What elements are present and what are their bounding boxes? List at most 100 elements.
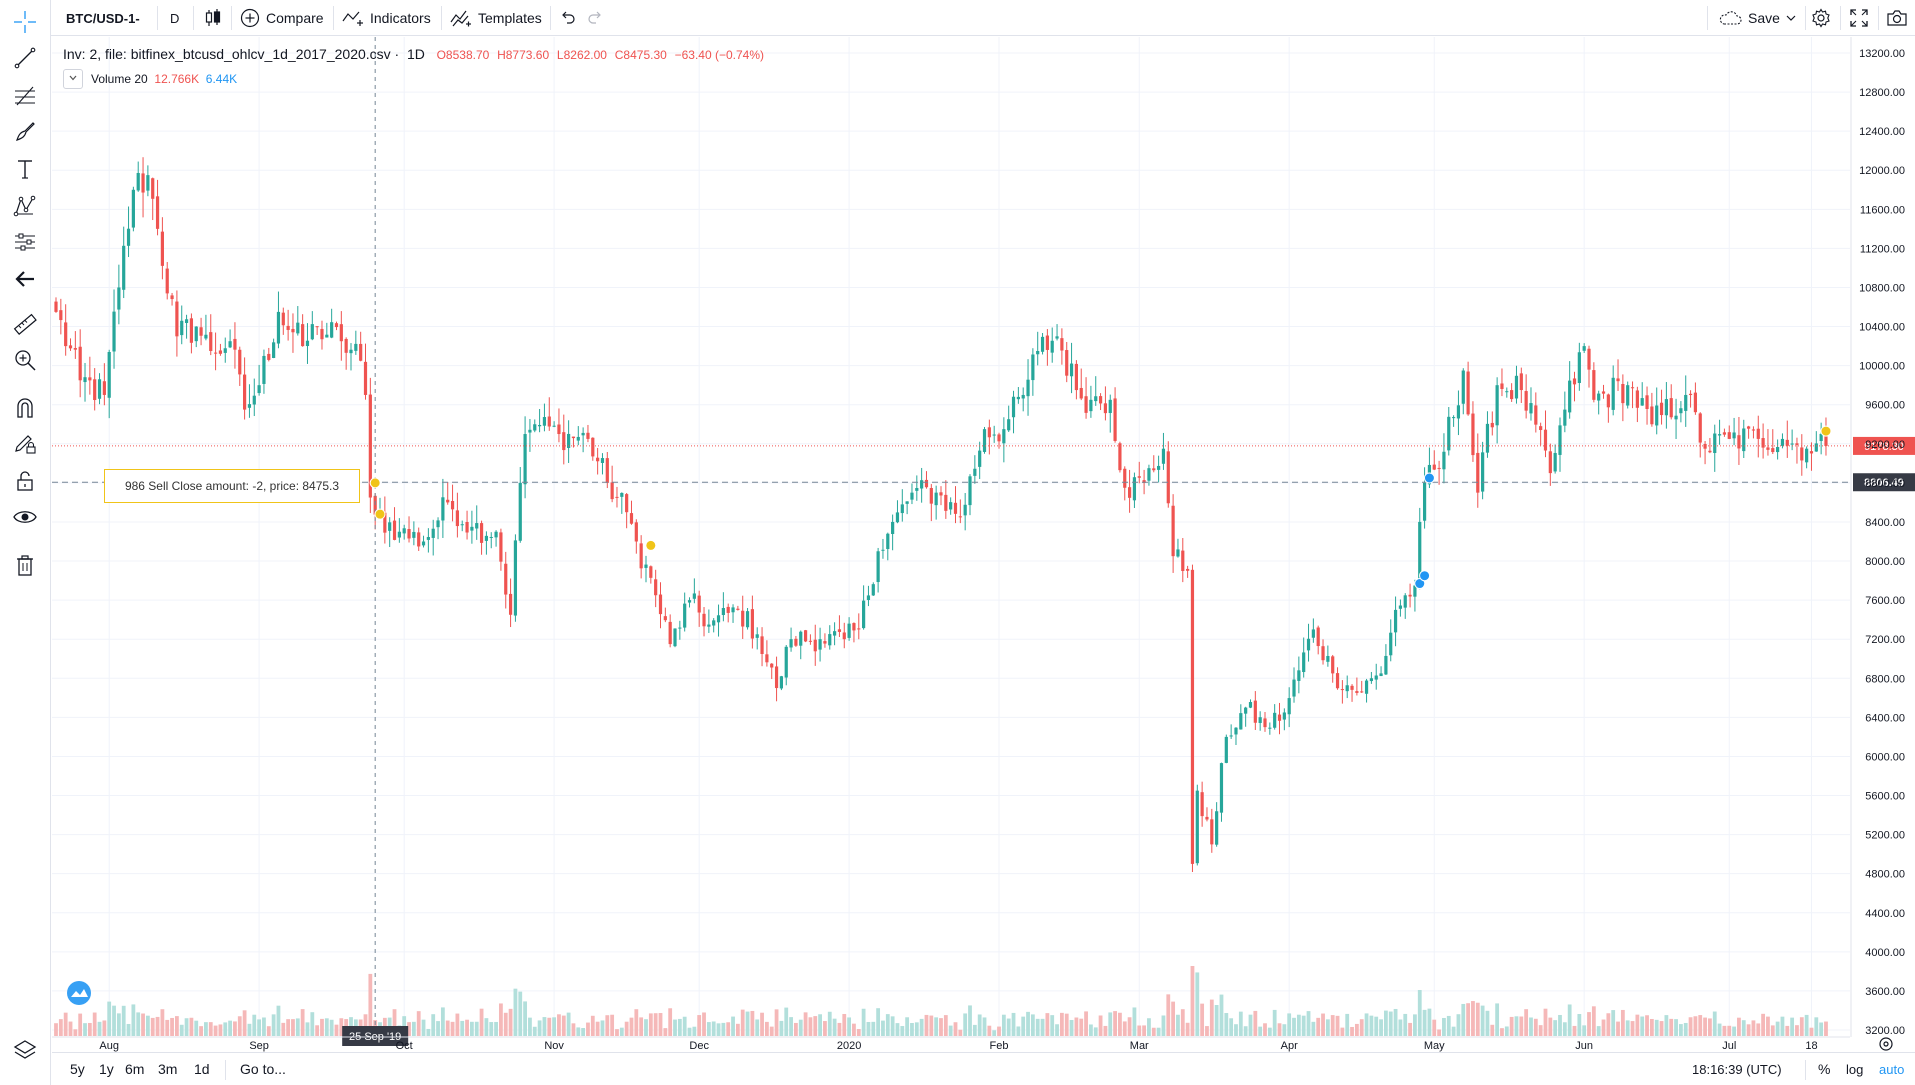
candle	[1722, 428, 1727, 437]
interval-button[interactable]: D	[170, 10, 180, 26]
remove-drawings-button[interactable]	[9, 552, 41, 580]
magnet-button[interactable]	[9, 394, 41, 422]
candle	[1181, 538, 1185, 583]
hide-drawings-button[interactable]	[9, 503, 41, 531]
templates-button[interactable]: Templates	[450, 0, 542, 36]
object-tree-button[interactable]	[9, 1036, 41, 1064]
range-1y-button[interactable]: 1y	[99, 1061, 114, 1077]
lock-drawings-button[interactable]	[9, 467, 41, 495]
chart-type-button[interactable]	[204, 0, 222, 36]
range-3m-button[interactable]: 3m	[158, 1061, 178, 1077]
watermark-logo	[67, 981, 91, 1005]
volume-bar	[431, 1014, 436, 1036]
candle	[1664, 382, 1668, 429]
candle-body	[533, 424, 537, 431]
redo-button[interactable]	[587, 0, 603, 36]
candle-body	[1195, 790, 1199, 864]
candle	[1224, 734, 1228, 764]
volume-bar	[63, 1012, 68, 1036]
candle	[987, 419, 991, 455]
volume-bar	[1093, 1027, 1098, 1036]
percent-scale-button[interactable]: %	[1818, 1061, 1831, 1077]
goto-button[interactable]: Go to...	[240, 1061, 286, 1077]
candle	[1007, 405, 1011, 432]
candle	[475, 505, 479, 540]
measure-tool-button[interactable]	[9, 310, 41, 338]
undo-button[interactable]	[560, 0, 576, 36]
candle-body	[1292, 679, 1296, 697]
back-button[interactable]	[9, 265, 41, 293]
log-scale-button[interactable]: log	[1846, 1061, 1864, 1077]
candle	[213, 332, 218, 371]
brush-tool-button[interactable]	[9, 118, 41, 146]
settings-button[interactable]	[1811, 0, 1831, 36]
indicators-button[interactable]: Indicators	[342, 0, 431, 36]
candle-body	[383, 512, 387, 533]
trend-line-tool-button[interactable]	[9, 44, 41, 72]
save-menu-button[interactable]	[1786, 0, 1796, 36]
range-6m-button[interactable]: 6m	[125, 1061, 145, 1077]
candle-body	[373, 495, 377, 515]
zoom-tool-button[interactable]	[9, 346, 41, 374]
volume-bar	[832, 1018, 837, 1036]
candle	[508, 578, 513, 628]
stay-drawing-button[interactable]	[9, 430, 41, 458]
compare-button[interactable]: Compare	[240, 0, 324, 36]
volume-bar	[1035, 1018, 1040, 1036]
forecast-tool-button[interactable]	[9, 228, 41, 256]
chart-grid	[52, 37, 1850, 1037]
volume-bar	[910, 1023, 914, 1036]
candle-body	[1069, 363, 1074, 377]
screenshot-button[interactable]	[1886, 0, 1908, 36]
candle-body	[1045, 335, 1049, 350]
volume-bar	[1500, 1028, 1504, 1036]
candle-body	[431, 528, 435, 538]
auto-scale-button[interactable]: auto	[1879, 1061, 1905, 1077]
candle	[905, 501, 909, 515]
candle	[779, 675, 783, 691]
candle	[1089, 385, 1093, 418]
candle-body	[436, 520, 440, 528]
candle	[228, 329, 232, 349]
volume-bar	[1243, 1026, 1248, 1036]
camera-icon	[1887, 10, 1907, 26]
fib-tool-button[interactable]	[9, 81, 41, 109]
volume-bar	[934, 1017, 939, 1036]
volume-bar	[73, 1029, 78, 1036]
candle-body	[745, 611, 750, 628]
volume-bar	[1630, 1021, 1635, 1036]
pattern-tool-button[interactable]	[9, 192, 41, 220]
volume-bar	[92, 1012, 97, 1036]
candle-body	[1350, 685, 1354, 690]
candle	[1679, 401, 1683, 423]
symbol-button[interactable]: BTC/USD-1-	[66, 10, 140, 26]
candle	[1592, 362, 1596, 403]
candle-body	[571, 436, 576, 439]
range-5y-button[interactable]: 5y	[70, 1061, 85, 1077]
volume-bar	[426, 1028, 431, 1036]
buy-marker	[1414, 578, 1426, 590]
candle-body	[1123, 468, 1127, 488]
crosshair-tool-button[interactable]	[9, 8, 41, 36]
candle	[1277, 702, 1282, 735]
candle-body	[136, 172, 140, 191]
candle-body	[789, 639, 793, 648]
text-tool-button[interactable]	[9, 155, 41, 183]
volume-bar	[1620, 1009, 1625, 1036]
volume-bar	[1393, 1008, 1398, 1036]
y-tick-label: 13200.00	[1859, 48, 1905, 60]
volume-bar	[557, 1014, 561, 1036]
volume-bar	[1587, 1012, 1591, 1036]
candle-body	[982, 429, 987, 452]
legend-collapse-button[interactable]	[63, 69, 83, 89]
candle	[1292, 667, 1296, 703]
volume-bar	[334, 1024, 339, 1036]
candle	[953, 486, 958, 524]
range-1d-button[interactable]: 1d	[194, 1061, 210, 1077]
volume-bar	[368, 973, 373, 1036]
fullscreen-button[interactable]	[1850, 0, 1868, 36]
save-button[interactable]: Save	[1718, 0, 1780, 36]
volume-bar	[286, 1019, 291, 1036]
candle-body	[852, 623, 856, 631]
